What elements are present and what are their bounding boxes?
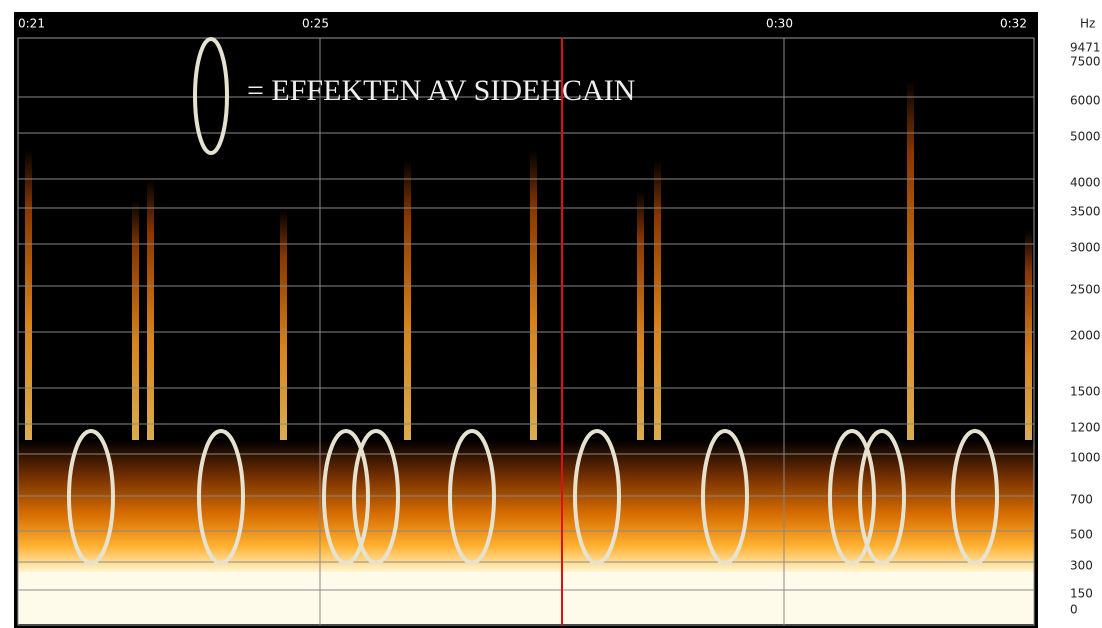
frequency-label: 1000 (1070, 451, 1101, 465)
sidechain-ellipse (858, 429, 906, 565)
sidechain-ellipse (197, 429, 245, 565)
sidechain-ellipse (951, 429, 999, 565)
frequency-label: 9471 (1070, 41, 1101, 55)
frequency-axis: Hz 9471750060005000400035003000250020001… (1070, 17, 1101, 617)
frame (17, 37, 1035, 626)
streak (280, 210, 287, 440)
time-label: 0:30 (766, 17, 793, 31)
time-label: 0:32 (1000, 17, 1027, 31)
sidechain-markers (67, 37, 999, 565)
sidechain-ellipse (573, 429, 621, 565)
frequency-label: 0 (1070, 603, 1078, 617)
streak (530, 150, 537, 440)
sidechain-ellipse (67, 429, 115, 565)
sidechain-ellipse (701, 429, 749, 565)
streak (404, 160, 411, 440)
streak (25, 150, 32, 440)
grid (17, 37, 1035, 626)
frequency-label: 2000 (1070, 329, 1101, 343)
low-frequency-energy (18, 440, 1034, 572)
frequency-label: 300 (1070, 559, 1093, 573)
frequency-label: 150 (1070, 587, 1093, 601)
sidechain-ellipse (448, 429, 496, 565)
transient-streaks (25, 80, 1032, 440)
legend-ellipse (193, 37, 229, 155)
frequency-label: 2500 (1070, 283, 1101, 297)
time-label: 0:25 (302, 17, 329, 31)
streak (907, 80, 914, 440)
sidechain-ellipse (828, 429, 876, 565)
frequency-label: 500 (1070, 528, 1093, 542)
streak (132, 200, 139, 440)
frequency-label: 1500 (1070, 385, 1101, 399)
frequency-label: 6000 (1070, 94, 1101, 108)
sidechain-ellipse (322, 429, 370, 565)
streak (1025, 230, 1032, 440)
frequency-unit: Hz (1080, 17, 1095, 31)
streak (654, 160, 661, 440)
frequency-label: 7500 (1070, 55, 1101, 69)
streak (637, 190, 644, 440)
frequency-label: 3000 (1070, 241, 1101, 255)
time-label: 0:21 (18, 17, 45, 31)
time-axis: 0:21 0:25 0:30 0:32 (18, 17, 1027, 31)
frequency-label: 5000 (1070, 130, 1101, 144)
frequency-label: 4000 (1070, 176, 1101, 190)
frequency-label: 1200 (1070, 421, 1101, 435)
legend-text: = EFFEKTEN AV SIDEHCAIN (247, 74, 635, 107)
sidechain-ellipse (352, 429, 400, 565)
frequency-label: 700 (1070, 493, 1093, 507)
frequency-label: 3500 (1070, 205, 1101, 219)
streak (147, 180, 154, 440)
bass-energy (18, 572, 1034, 624)
